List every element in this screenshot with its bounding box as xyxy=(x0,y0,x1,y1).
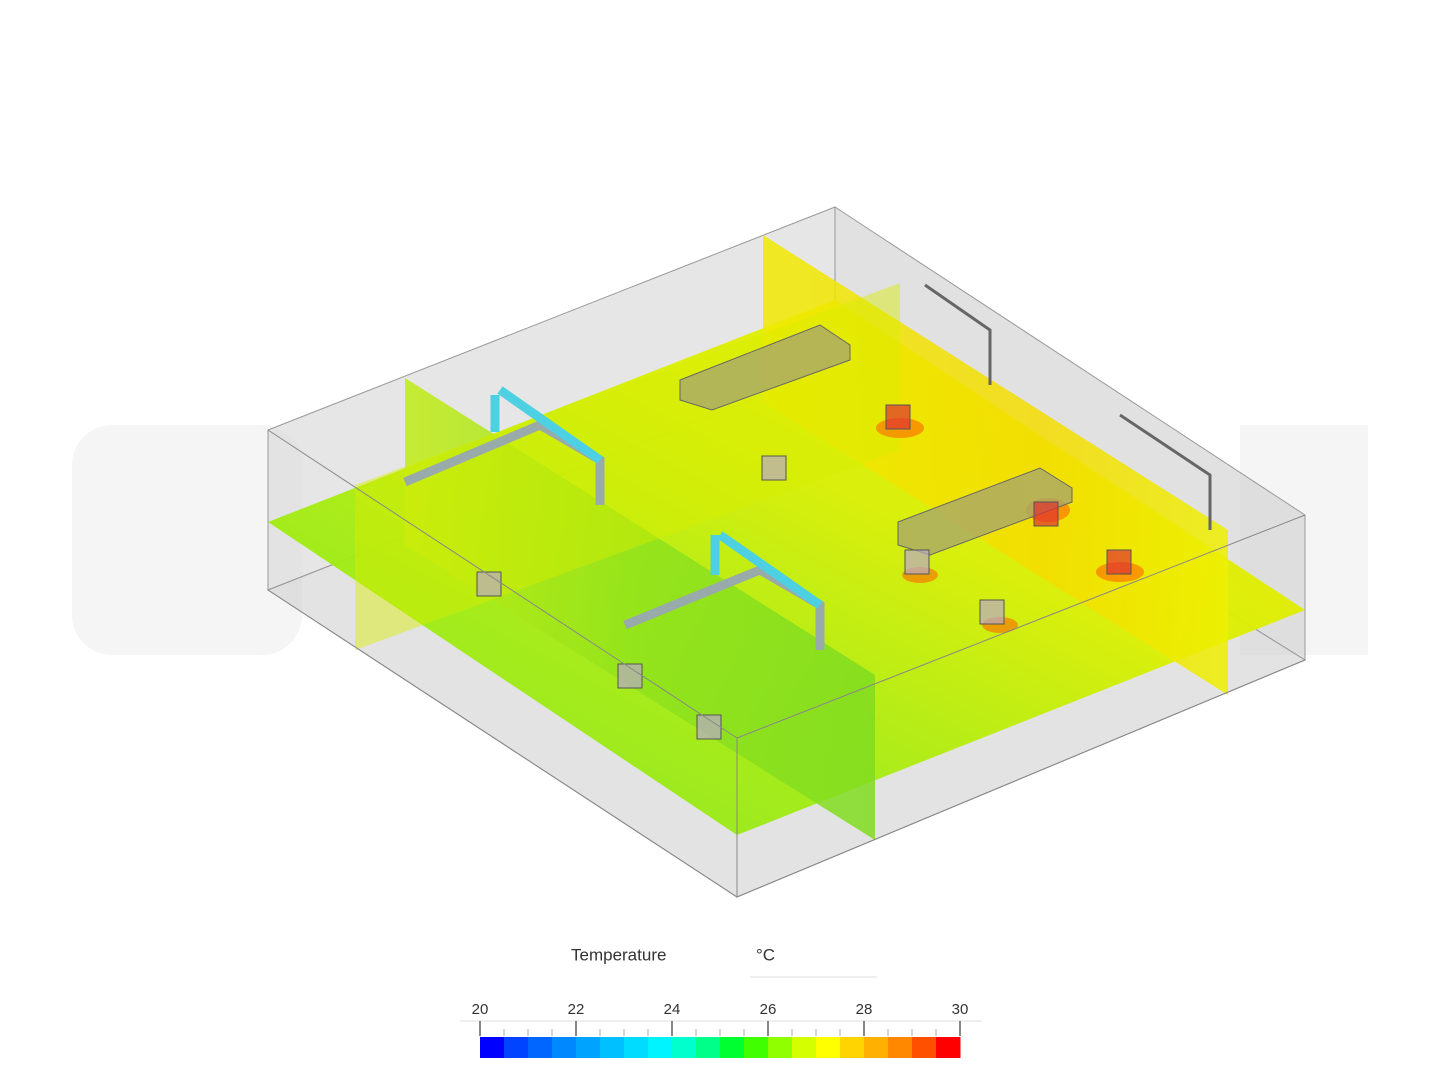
color-segment xyxy=(720,1037,745,1058)
color-segment xyxy=(912,1037,937,1058)
color-segment xyxy=(864,1037,889,1058)
legend-unit: °C xyxy=(756,945,775,964)
legend: Temperature °C 20 22 24 26 28 30 xyxy=(460,945,982,1058)
color-segment xyxy=(480,1037,505,1058)
legend-title: Temperature xyxy=(571,945,666,964)
color-segment xyxy=(624,1037,649,1058)
doors xyxy=(924,283,1212,530)
color-segment xyxy=(744,1037,769,1058)
color-segment xyxy=(768,1037,793,1058)
room-edges xyxy=(267,429,1306,898)
tick-label: 28 xyxy=(856,1001,873,1018)
tick-label: 26 xyxy=(760,1001,777,1018)
color-segment xyxy=(648,1037,673,1058)
color-segment xyxy=(576,1037,601,1058)
tick-label: 20 xyxy=(472,1001,489,1018)
color-segment xyxy=(528,1037,553,1058)
color-segment xyxy=(504,1037,529,1058)
ducts xyxy=(403,324,1073,650)
color-segment xyxy=(888,1037,913,1058)
color-segment xyxy=(936,1037,961,1058)
color-segment xyxy=(696,1037,721,1058)
hot-spots xyxy=(876,418,1144,633)
color-segment xyxy=(816,1037,841,1058)
color-segment xyxy=(552,1037,577,1058)
tick-label: 30 xyxy=(952,1001,969,1018)
color-segment xyxy=(840,1037,865,1058)
color-segment xyxy=(672,1037,697,1058)
tick-label: 24 xyxy=(664,1001,681,1018)
color-segment xyxy=(600,1037,625,1058)
tick-label: 22 xyxy=(568,1001,585,1018)
color-segment xyxy=(792,1037,817,1058)
vertical-slice xyxy=(405,378,875,840)
